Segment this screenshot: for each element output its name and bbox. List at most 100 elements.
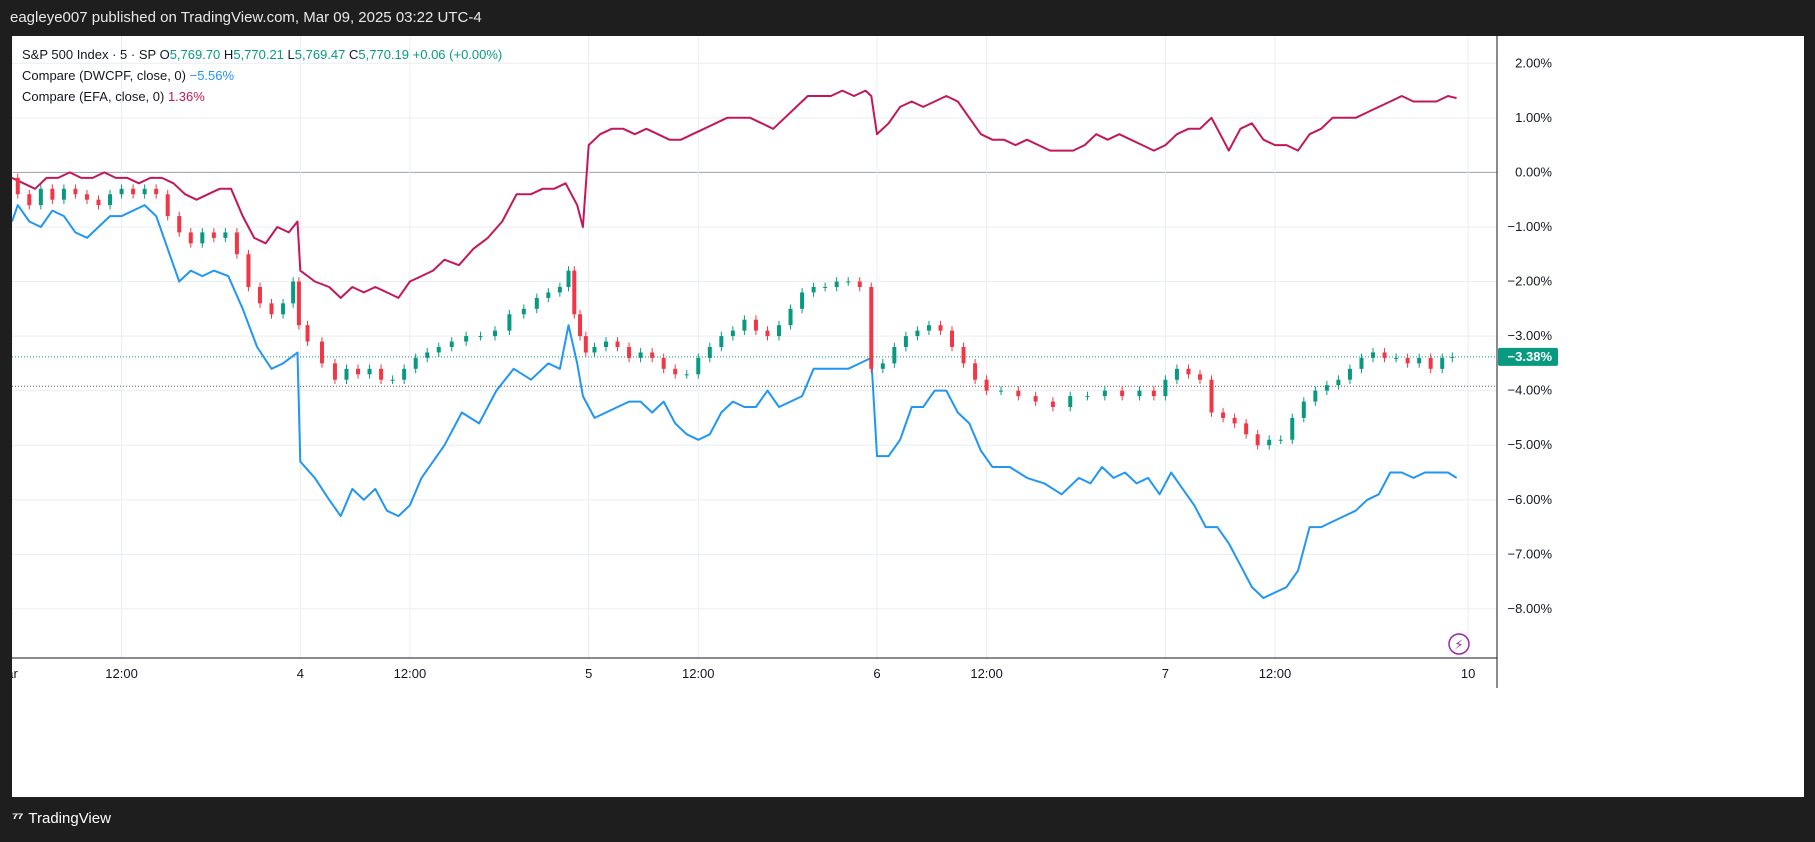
candle-body	[707, 347, 712, 358]
legend-compare-dwcpf[interactable]: Compare (DWCPF, close, 0) −5.56%	[22, 65, 502, 86]
candle-body	[926, 325, 931, 331]
candle-body	[413, 357, 418, 369]
candle-body	[379, 368, 384, 380]
legend-open-label: O	[159, 47, 170, 62]
candle-body	[478, 336, 483, 338]
y-tick-label: −6.00%	[1508, 492, 1553, 507]
candle-body	[73, 188, 78, 195]
candle-body	[367, 368, 372, 375]
candle-body	[1267, 439, 1272, 446]
candle-body	[719, 336, 724, 347]
lightning-icon[interactable]	[1448, 633, 1470, 655]
footer-bar: ⁷⁷ TradingView	[0, 797, 1815, 842]
y-tick-label: −3.00%	[1508, 328, 1553, 343]
candle-body	[546, 292, 551, 298]
candle-body	[1163, 379, 1168, 397]
candle-body	[1085, 396, 1090, 398]
x-tick-label: 12:00	[970, 666, 1003, 681]
candle-body	[281, 303, 286, 315]
chart-area[interactable]: 2.00% 1.00% 0.00% −1.00% −2.00% −3.00% −4.00% −…	[12, 36, 1804, 797]
candle-body	[1324, 385, 1329, 391]
legend-close-label: C	[349, 47, 359, 62]
candle-body	[1198, 374, 1202, 380]
candle-body	[765, 330, 770, 337]
candle-body	[332, 363, 337, 380]
candle-body	[950, 330, 955, 347]
candle-body	[96, 199, 101, 206]
current-value-label: −3.38%	[1508, 349, 1553, 364]
candle-body	[1371, 352, 1376, 358]
candle-body	[1244, 423, 1249, 435]
candle-body	[1290, 417, 1295, 440]
candle-body	[464, 336, 469, 342]
candle-body	[973, 363, 978, 380]
candle-body	[1137, 390, 1142, 397]
candle-body	[857, 281, 862, 287]
candle-body	[507, 314, 512, 331]
candle-body	[119, 188, 124, 195]
chart-legend: S&P 500 Index · 5 · SP O5,769.70 H5,770.…	[22, 44, 502, 107]
candle-body	[1120, 390, 1125, 397]
y-tick-label: −1.00%	[1508, 219, 1553, 234]
candle-body	[425, 352, 430, 358]
candle-body	[915, 330, 920, 337]
legend-close: 5,770.19	[358, 47, 410, 62]
tradingview-brand[interactable]: ⁷⁷ TradingView	[12, 810, 111, 827]
candle-body	[869, 286, 874, 369]
candle-body	[638, 352, 643, 358]
candle-body	[436, 347, 441, 353]
candle-body	[1232, 417, 1237, 424]
series-line-dwcpf[interactable]	[12, 204, 1458, 599]
candle-body	[1278, 439, 1283, 441]
candle-body	[1174, 368, 1179, 380]
candle-body	[696, 357, 701, 375]
candle-body	[84, 194, 89, 200]
legend-main-row: S&P 500 Index · 5 · SP O5,769.70 H5,770.…	[22, 44, 502, 65]
candle-body	[938, 325, 943, 331]
candle-body	[1209, 379, 1214, 413]
candle-body	[1382, 352, 1387, 358]
series-line-efa[interactable]	[12, 89, 1457, 299]
candle-body	[1151, 390, 1156, 397]
candle-body	[27, 194, 32, 206]
candle-body	[730, 330, 735, 337]
candle-body	[578, 314, 583, 337]
candle-body	[50, 188, 55, 200]
published-text: eagleye007 published on TradingView.com,…	[10, 9, 482, 26]
candle-body	[61, 188, 66, 200]
candle-body	[834, 281, 839, 287]
candle-body	[572, 270, 577, 315]
chart-svg[interactable]: 2.00% 1.00% 0.00% −1.00% −2.00% −3.00% −4.00% −…	[12, 36, 1804, 797]
candle-body	[402, 368, 407, 380]
candle-body	[999, 390, 1004, 392]
candle-body	[1102, 390, 1107, 397]
x-tick-label: 5	[585, 666, 592, 681]
legend-high-label: H	[223, 47, 234, 62]
candle-body	[305, 325, 310, 342]
candle-body	[1417, 357, 1422, 364]
legend-compare-efa[interactable]: Compare (EFA, close, 0) 1.36%	[22, 86, 502, 107]
candle-body	[1033, 396, 1038, 402]
candle-body	[257, 286, 262, 304]
candle-body	[177, 216, 182, 233]
candle-body	[811, 286, 816, 293]
candle-body	[1405, 357, 1410, 364]
legend-high: 5,770.21	[233, 47, 284, 62]
candle-body	[650, 352, 655, 358]
candle-body	[753, 319, 758, 331]
candle-body	[449, 341, 454, 347]
candle-body	[223, 232, 228, 238]
candle-body	[592, 347, 597, 353]
candle-body	[742, 319, 747, 331]
candle-body	[1016, 390, 1021, 397]
candle-body	[319, 341, 324, 364]
candle-body	[615, 341, 620, 347]
legend-symbol[interactable]: S&P 500 Index · 5 · SP	[22, 47, 156, 62]
candle-body	[534, 297, 539, 309]
candle-body	[165, 194, 170, 217]
candle-body	[15, 177, 20, 195]
x-tick-label: 12:00	[105, 666, 138, 681]
candle-body	[38, 188, 43, 206]
candle-body	[1428, 357, 1433, 369]
candle-body	[684, 374, 689, 376]
